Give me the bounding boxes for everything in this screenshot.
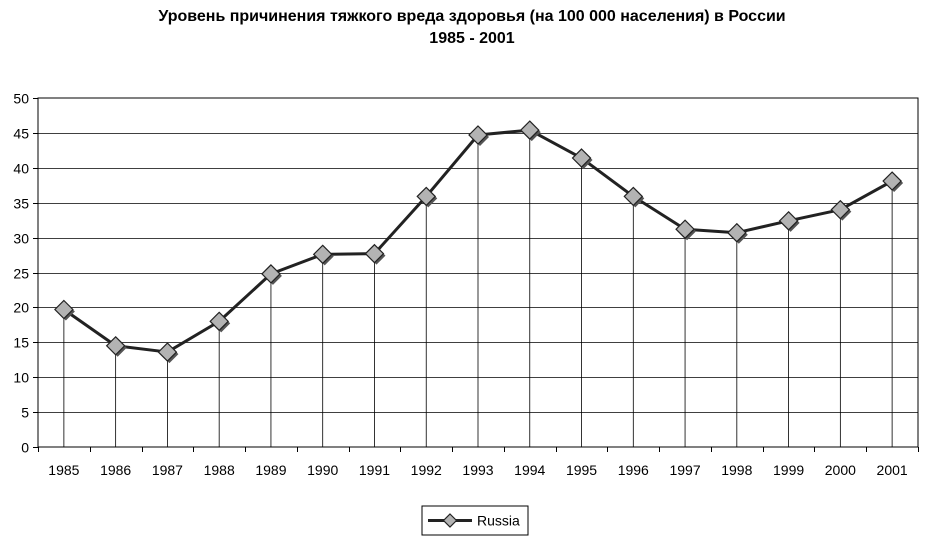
chart-title-block: Уровень причинения тяжкого вреда здоровь… — [0, 6, 944, 50]
y-tick-label: 15 — [13, 335, 29, 351]
y-tick-label: 0 — [21, 440, 29, 456]
gridlines — [33, 98, 919, 452]
legend: Russia — [421, 505, 529, 536]
legend-label-russia: Russia — [477, 513, 520, 529]
data-point — [157, 342, 178, 362]
x-tick-label: 1992 — [411, 462, 442, 478]
y-tick-label: 35 — [13, 196, 29, 212]
legend-diamond-icon — [442, 513, 458, 528]
data-point — [54, 299, 74, 320]
y-tick-label: 10 — [13, 370, 29, 386]
data-point — [830, 199, 851, 220]
data-point — [312, 244, 333, 265]
data-point — [364, 243, 385, 264]
x-tick-label: 1987 — [152, 462, 183, 478]
x-tick-label: 1994 — [514, 462, 545, 478]
series-russia — [54, 120, 904, 364]
x-tick-label: 1988 — [204, 462, 235, 478]
plot-area-border — [37, 97, 919, 448]
data-point — [623, 186, 644, 207]
data-point — [105, 335, 126, 356]
x-tick-label: 1990 — [307, 462, 338, 478]
y-tick-label: 20 — [13, 300, 29, 316]
x-axis-tick-labels: 1985 1986 1987 1988 1989 1990 1991 1992 1993 1994… — [48, 462, 908, 478]
x-tick-label: 1999 — [773, 462, 804, 478]
data-point — [468, 125, 488, 145]
x-tick-label: 1995 — [566, 462, 597, 478]
chart-subtitle: 1985 - 2001 — [429, 30, 515, 47]
y-tick-label: 40 — [13, 161, 29, 177]
y-tick-label: 45 — [13, 126, 29, 142]
y-tick-label: 50 — [13, 91, 29, 107]
y-axis-tick-labels: 0 5 10 15 20 25 30 35 40 45 50 — [13, 91, 29, 456]
x-tick-label: 1993 — [462, 462, 493, 478]
data-point — [882, 171, 902, 191]
data-point — [726, 222, 747, 243]
y-tick-label: 25 — [13, 266, 29, 282]
data-point — [261, 264, 281, 284]
drop-lines — [63, 130, 893, 447]
x-tick-label: 1985 — [48, 462, 79, 478]
data-point — [209, 311, 230, 332]
y-tick-label: 30 — [13, 231, 29, 247]
x-tick-label: 1997 — [669, 462, 700, 478]
data-point — [416, 186, 437, 207]
data-point — [675, 219, 695, 240]
x-tick-label: 1998 — [721, 462, 752, 478]
data-point — [778, 210, 799, 231]
x-tick-label: 2001 — [877, 462, 908, 478]
data-point — [519, 120, 540, 140]
x-tick-label: 2000 — [825, 462, 856, 478]
y-tick-label: 5 — [21, 405, 29, 421]
data-point — [571, 148, 592, 168]
x-tick-label: 1996 — [618, 462, 649, 478]
x-tick-label: 1989 — [255, 462, 286, 478]
x-tick-label: 1986 — [100, 462, 131, 478]
x-tick-label: 1991 — [359, 462, 390, 478]
chart-title: Уровень причинения тяжкого вреда здоровь… — [158, 8, 786, 25]
